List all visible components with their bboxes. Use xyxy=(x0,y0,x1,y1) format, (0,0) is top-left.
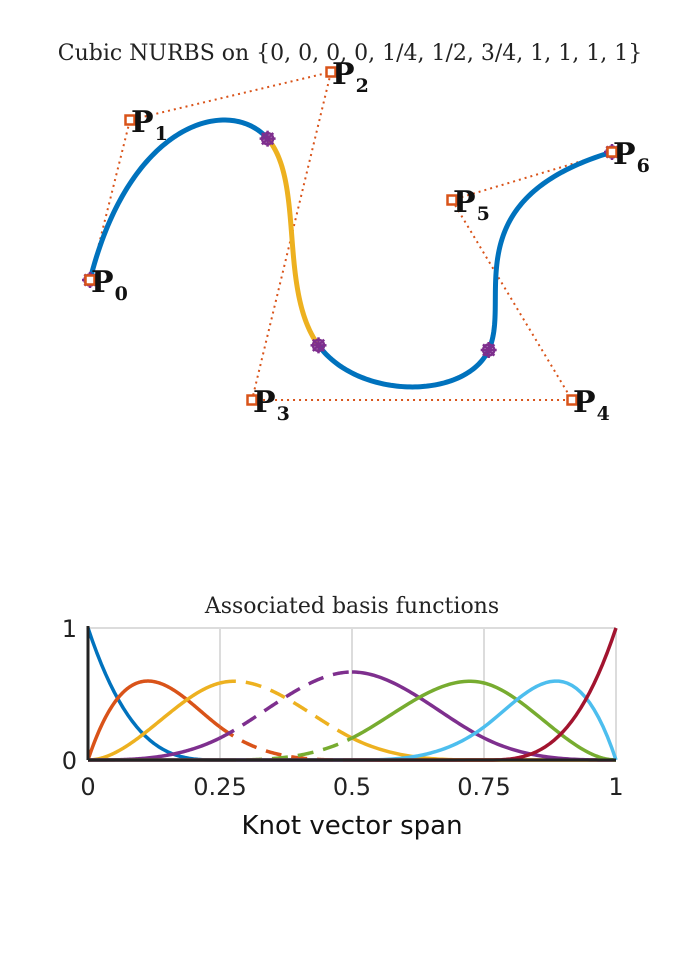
basis-line-1 xyxy=(86,679,222,761)
x-axis-label: Knot vector span xyxy=(241,811,462,841)
control-point-label: P0 xyxy=(91,265,128,305)
control-point-3: P3 xyxy=(246,385,290,425)
basis-line-2 xyxy=(219,679,353,740)
curve-segment-4 xyxy=(486,149,615,353)
control-point-marker xyxy=(446,194,458,206)
control-point-5: P5 xyxy=(446,185,490,225)
x-tick-label: 0.5 xyxy=(333,773,371,801)
control-point-marker xyxy=(566,394,578,406)
basis-chart: Associated basis functions 0 0.25 0.5 0.75 1… xyxy=(62,594,624,841)
chart-grid xyxy=(87,627,617,761)
control-point-6: P6 xyxy=(606,137,650,177)
control-point-label: P5 xyxy=(453,185,490,225)
x-tick-label: 0.25 xyxy=(193,773,246,801)
control-point-marker xyxy=(606,146,618,158)
control-point-label: P6 xyxy=(613,137,650,177)
basis-line-4 xyxy=(351,679,617,762)
curve-panel: Cubic NURBS on {0, 0, 0, 0, 1/4, 1/2, 3/… xyxy=(58,41,650,425)
control-point-marker xyxy=(325,66,337,78)
control-point-0: P0 xyxy=(84,265,128,305)
control-point-marker xyxy=(124,114,136,126)
nurbs-curve xyxy=(87,117,615,390)
control-point-label: P4 xyxy=(573,385,610,425)
curve-segment-3 xyxy=(316,342,492,390)
chart-ticks: 0 0.25 0.5 0.75 1 0 1 xyxy=(62,615,624,801)
x-tick-label: 0.75 xyxy=(457,773,510,801)
knot-markers xyxy=(82,130,620,358)
knot-marker xyxy=(480,342,497,358)
x-tick-label: 0 xyxy=(80,773,95,801)
control-point-label: P1 xyxy=(131,105,168,145)
chart-axes xyxy=(86,626,616,762)
x-tick-label: 1 xyxy=(608,773,623,801)
basis-line-1 xyxy=(218,725,353,762)
basis-line-4 xyxy=(219,736,353,762)
control-polygon xyxy=(89,70,613,401)
y-tick-label: 1 xyxy=(62,615,77,643)
curve-segment-1 xyxy=(87,117,271,283)
basis-line-2 xyxy=(87,681,221,762)
curve-title: Cubic NURBS on {0, 0, 0, 0, 1/4, 1/2, 3/… xyxy=(58,41,642,66)
chart-title: Associated basis functions xyxy=(204,594,499,619)
control-point-1: P1 xyxy=(124,105,168,145)
knot-marker xyxy=(310,337,327,354)
control-point-marker xyxy=(84,274,96,286)
knot-marker xyxy=(259,130,276,147)
control-point-marker xyxy=(246,394,258,406)
control-point-label: P3 xyxy=(253,385,290,425)
y-tick-label: 0 xyxy=(62,747,77,775)
control-point-4: P4 xyxy=(566,385,610,425)
curve-segment-2 xyxy=(265,136,321,348)
control-polygon-line xyxy=(89,70,613,401)
basis-line-3 xyxy=(219,670,353,740)
